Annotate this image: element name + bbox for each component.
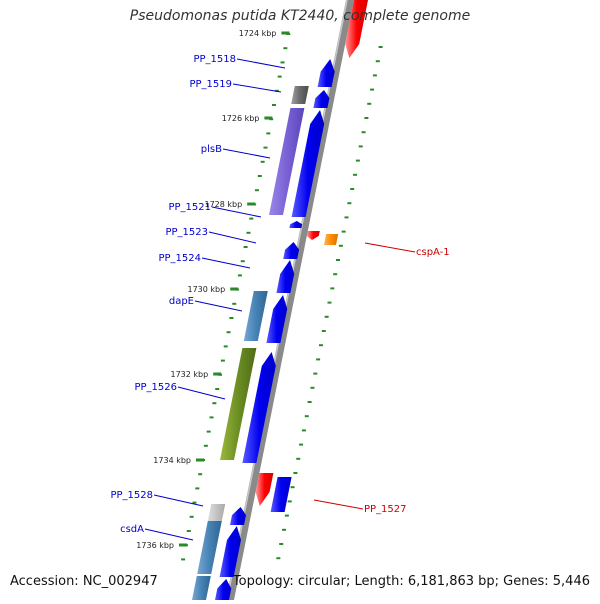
gene-label-PP_1519: PP_1519 (189, 79, 232, 90)
map-title: Pseudomonas putida KT2440, complete geno… (129, 8, 471, 24)
gene-label-PP_1527: PP_1527 (364, 504, 407, 515)
reverse-cds-arrow (255, 473, 274, 506)
forward-cds-arrow (219, 526, 241, 577)
gene-bar-plsB (269, 108, 305, 215)
gene-label-dapE-leader (194, 300, 243, 312)
gene-bar-PP_1528 (207, 504, 226, 523)
forward-cds-arrow (215, 579, 232, 600)
reverse-cds-arrow (306, 231, 320, 240)
gene-label-csdA-leader (144, 528, 194, 541)
forward-cds-arrow (289, 221, 303, 228)
forward-cds-arrow (230, 507, 246, 525)
gene-label-PP_1526: PP_1526 (134, 382, 177, 393)
kbp-label: 1728 kbp (204, 200, 242, 209)
forward-cds-arrow (317, 59, 335, 87)
gene-label-PP_1521: PP_1521 (168, 202, 211, 213)
gene-label-plsB-leader (222, 148, 271, 159)
kbp-label: 1732 kbp (170, 370, 208, 379)
gene-label-csdA: csdA (120, 524, 144, 535)
gene-bar-PP_1527 (270, 477, 292, 512)
gene-bar-PP_1519 (291, 86, 309, 104)
gene-bar-dapE (243, 291, 268, 341)
forward-cds-arrow (266, 295, 288, 343)
gene-label-PP_1523-leader (208, 231, 257, 244)
gene-label-PP_1523: PP_1523 (165, 227, 208, 238)
gene-label-cspA-1: cspA-1 (416, 247, 450, 258)
kbp-label: 1730 kbp (187, 285, 225, 294)
genome-backbone-highlight (226, 0, 348, 601)
reverse-cds-arrow (345, 0, 368, 58)
gene-label-plsB: plsB (201, 144, 222, 155)
topology-label: Topology: circular; Length: 6,181,863 bp… (232, 574, 590, 589)
forward-cds-arrow (291, 110, 325, 217)
gene-label-PP_1526-leader (177, 386, 226, 400)
kbp-label: 1724 kbp (239, 29, 277, 38)
gene-label-PP_1528-leader (153, 494, 204, 507)
kbp-label: 1734 kbp (153, 456, 191, 465)
gene-label-PP_1527-leader (313, 499, 364, 510)
gene-label-PP_1521-leader (211, 206, 262, 218)
gene-bar-PP_1526 (220, 348, 257, 460)
forward-cds-arrow (283, 242, 300, 259)
kbp-label: 1736 kbp (136, 541, 174, 550)
gene-label-PP_1524-leader (201, 257, 251, 269)
kbp-label: 1726 kbp (222, 114, 260, 123)
forward-cds-arrow (313, 90, 330, 108)
gene-label-PP_1528: PP_1528 (110, 490, 153, 501)
gene-bar-cspA-1 (324, 234, 339, 245)
accession-label: Accession: NC_002947 (10, 574, 158, 589)
forward-cds-arrow (276, 260, 295, 293)
gene-label-PP_1518-leader (236, 58, 286, 69)
gene-label-PP_1518: PP_1518 (193, 54, 236, 65)
forward-cds-arrow (242, 352, 276, 463)
gene-label-dapE: dapE (169, 296, 194, 307)
gene-label-PP_1519-leader (232, 83, 282, 93)
gene-bar-csdA-next (192, 576, 211, 600)
gene-bar-csdA (197, 521, 222, 574)
gene-label-PP_1524: PP_1524 (158, 253, 201, 264)
gene-label-cspA-1-leader (364, 242, 416, 253)
